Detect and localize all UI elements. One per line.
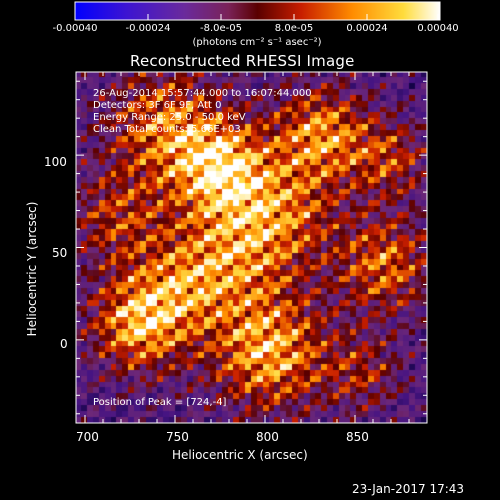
x-tick-label: 750	[166, 430, 189, 444]
x-axis-label: Heliocentric X (arcsec)	[172, 448, 308, 462]
generation-timestamp: 23-Jan-2017 17:43	[352, 482, 465, 496]
colorbar-tick-label: 8.0e-05	[274, 23, 314, 34]
solar-image-canvas	[76, 72, 427, 423]
x-tick-label: 850	[346, 430, 369, 444]
y-tick-label: 100	[44, 155, 67, 169]
info-line-energy: Energy Range: 25.0 - 50.0 keV	[93, 112, 246, 123]
colorbar-tick-label: 0.00040	[417, 23, 459, 34]
colorbar	[74, 1, 441, 21]
colorbar-ticks	[74, 14, 439, 20]
y-axis-label: Heliocentric Y (arcsec)	[25, 201, 39, 337]
colorbar-unit-label: (photons cm⁻² s⁻¹ asec⁻²)	[192, 37, 322, 48]
colorbar-svg	[74, 1, 441, 21]
info-line-time: 26-Aug-2014 15:57:44.000 to 16:07:44.000	[93, 88, 312, 99]
x-tick-label: 700	[76, 430, 99, 444]
info-line-detectors: Detectors: 3F 6F 9F, Att 0	[93, 100, 222, 111]
y-tick-label: 0	[60, 337, 68, 351]
y-tick-label: 50	[52, 246, 68, 260]
plot-title: Reconstructed RHESSI Image	[130, 52, 355, 70]
colorbar-tick-label: -8.0e-05	[200, 23, 242, 34]
colorbar-tick-label: 0.00024	[346, 23, 388, 34]
peak-position-text: Position of Peak = [724,-4]	[93, 397, 227, 408]
colorbar-tick-label: -0.00040	[52, 23, 98, 34]
info-line-counts: Clean Total counts: 5.66E+03	[93, 124, 241, 135]
x-tick-label: 800	[256, 430, 279, 444]
colorbar-tick-label: -0.00024	[125, 23, 171, 34]
